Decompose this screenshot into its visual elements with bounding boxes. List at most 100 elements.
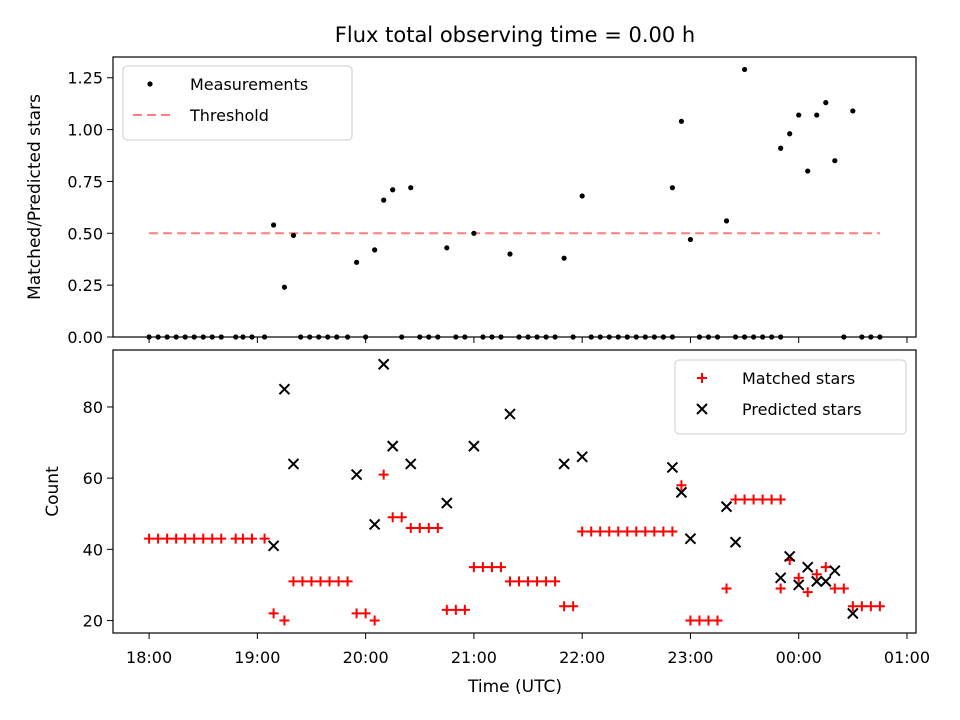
matched-stars-point [189, 533, 200, 544]
matched-stars-point [477, 562, 488, 573]
bottom-y-tick-label: 40 [83, 540, 103, 559]
predicted-stars-point [684, 532, 697, 545]
matched-stars-point [171, 533, 182, 544]
matched-stars-point [378, 469, 389, 480]
matched-stars-point [820, 562, 831, 573]
measurement-point [271, 222, 277, 228]
bottom-plot-marks [144, 358, 885, 626]
measurement-point [290, 232, 297, 238]
matched-stars-point [360, 608, 371, 619]
predicted-stars-point [287, 458, 300, 470]
bottom-y-tick-label: 60 [83, 469, 103, 488]
predicted-stars-point [783, 550, 796, 563]
bottom-legend-box [674, 359, 907, 435]
measurement-point [507, 251, 513, 257]
top-y-tick-label: 0.50 [67, 224, 103, 243]
matched-stars-point [550, 576, 561, 587]
predicted-stars-point [576, 451, 588, 463]
predicted-stars-point [267, 540, 280, 552]
matched-stars-point [468, 562, 479, 573]
legend-predicted-marker [696, 403, 708, 415]
x-axis-label: Time (UTC) [467, 677, 562, 697]
predicted-stars-point [666, 461, 679, 474]
measurement-point [354, 259, 360, 265]
matched-stars-point [504, 576, 515, 587]
matched-stars-point [153, 533, 164, 544]
matched-stars-point [514, 576, 525, 587]
matched-stars-point [237, 533, 248, 544]
chart-title: Flux total observing time = 0.00 h [335, 23, 695, 47]
measurement-point [669, 185, 675, 191]
matched-stars-point [315, 576, 326, 587]
matched-stars-point [523, 576, 534, 587]
measurement-point [723, 218, 730, 224]
measurement-point [281, 284, 288, 290]
bottom-y-axis-label: Count [43, 466, 63, 517]
top-y-tick-label: 0.00 [67, 328, 103, 347]
matched-stars-point [775, 494, 786, 505]
measurement-point [444, 245, 450, 251]
matched-stars-point [757, 494, 768, 505]
matched-stars-point [387, 512, 398, 523]
matched-stars-point [423, 522, 434, 533]
matched-stars-point [541, 576, 552, 587]
predicted-stars-point [441, 497, 453, 509]
top-y-axis-label: Matched/Predicted stars [25, 94, 45, 300]
matched-stars-point [450, 604, 461, 615]
matched-stars-point [495, 562, 506, 573]
matched-stars-point [180, 533, 191, 544]
matched-stars-point [748, 494, 759, 505]
matched-stars-point [144, 533, 155, 544]
matched-stars-point [288, 576, 299, 587]
bottom-panel: 20 40 60 80 18:00 19:00 20:00 21:00 22:00 23:00 00… [43, 349, 930, 667]
predicted-stars-point [820, 575, 832, 588]
measurement-point [796, 112, 802, 118]
matched-stars-point [658, 526, 669, 537]
predicted-stars-point [793, 579, 805, 591]
matched-stars-point [667, 526, 678, 537]
predicted-stars-point [729, 536, 742, 548]
matched-stars-point [838, 583, 849, 594]
matched-stars-point [874, 601, 885, 612]
measurement-point [381, 197, 387, 203]
top-legend-label: Measurements [190, 75, 308, 94]
matched-stars-point [712, 615, 723, 626]
matched-stars-point [676, 480, 687, 491]
legend-measurements-marker [147, 81, 153, 87]
matched-stars-point [703, 615, 714, 626]
matched-stars-point [793, 572, 804, 583]
predicted-stars-point [558, 458, 570, 470]
matched-stars-point [532, 576, 543, 587]
predicted-stars-point [811, 575, 823, 588]
matched-stars-point [268, 608, 279, 619]
predicted-stars-point [829, 564, 841, 577]
top-panel: 0.00 0.25 0.50 0.75 1.00 1.25 Matched/Predict… [25, 56, 917, 347]
predicted-stars-point [278, 383, 291, 395]
matched-stars-point [694, 615, 705, 626]
matched-stars-point [604, 526, 615, 537]
matched-stars-point [216, 533, 227, 544]
matched-stars-point [306, 576, 317, 587]
measurement-point [471, 230, 477, 236]
measurement-point [832, 158, 838, 164]
predicted-stars-point [405, 458, 417, 470]
measurement-point [408, 185, 414, 191]
bottom-legend: Matched stars Predicted stars [674, 359, 907, 435]
top-legend: Measurements Threshold [122, 65, 353, 141]
matched-stars-point [775, 583, 786, 594]
top-axis-ticks: 0.00 0.25 0.50 0.75 1.00 1.25 [67, 69, 908, 347]
matched-stars-point [459, 604, 470, 615]
matched-stars-point [613, 526, 624, 537]
matched-stars-point [595, 526, 606, 537]
matched-stars-point [568, 601, 579, 612]
matched-stars-point [721, 583, 732, 594]
top-legend-box [122, 65, 353, 141]
measurement-point [687, 236, 694, 243]
top-y-tick-label: 1.25 [67, 69, 103, 88]
bottom-axis-ticks: 20 40 60 80 18:00 19:00 20:00 21:00 22:00 23:00 00… [83, 398, 930, 667]
matched-stars-point [631, 526, 642, 537]
matched-stars-point [847, 601, 858, 612]
predicted-stars-point [377, 358, 390, 370]
bottom-legend-label: Matched stars [742, 369, 855, 388]
